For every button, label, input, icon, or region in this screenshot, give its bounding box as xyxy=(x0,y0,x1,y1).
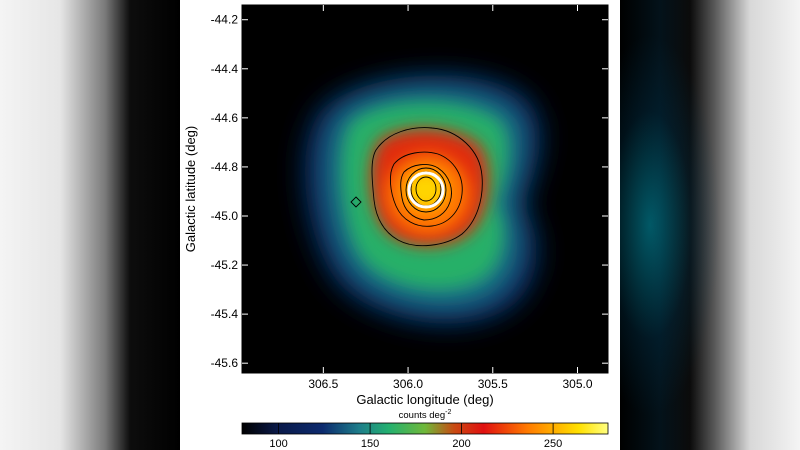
y-axis: -44.2 -44.4 -44.6 -44.8 -45.0 -45.2 -45.4 -45.6 xyxy=(211,13,608,370)
plot-frame xyxy=(241,4,609,374)
colorbar-tick-label: 250 xyxy=(544,438,562,450)
figure-panel: 306.5 306.0 305.5 305.0 -44.2 -44.4 -44.6 -44.… xyxy=(180,0,620,450)
contour-level-3 xyxy=(400,164,452,221)
y-tick-label: -44.8 xyxy=(211,160,239,174)
source-position-circle xyxy=(407,171,445,209)
contour-level-2 xyxy=(389,151,463,227)
x-tick-label: 306.5 xyxy=(308,377,338,391)
y-tick-label: -45.4 xyxy=(211,307,239,321)
heatmap-emission xyxy=(304,74,541,324)
colorbar-label-exponent: -2 xyxy=(445,409,451,416)
colorbar-tick-label: 100 xyxy=(269,438,287,450)
colorbar-label-text: counts deg xyxy=(399,410,445,421)
colorbar-label: counts deg-2 xyxy=(399,409,452,421)
y-tick-label: -44.4 xyxy=(211,62,239,76)
colorbar-tick-label: 200 xyxy=(452,438,470,450)
contour-level-4 xyxy=(405,167,447,213)
x-axis-label: Galactic longitude (deg) xyxy=(356,392,493,407)
skymap-chart: 306.5 306.0 305.5 305.0 -44.2-44.4-44.6-44.… xyxy=(183,4,609,450)
contour-level-6 xyxy=(415,176,437,202)
contour-small-diamond xyxy=(350,196,362,208)
x-tick-label: 306.0 xyxy=(393,377,423,391)
x-tick-label: 305.0 xyxy=(562,377,592,391)
right-blurred-margin xyxy=(620,0,800,450)
y-tick-label: -44.2 xyxy=(211,13,239,27)
colorbar-tick-label: 150 xyxy=(361,438,379,450)
y-tick-label: -45.2 xyxy=(211,258,239,272)
y-tick-label: -45.0 xyxy=(211,209,239,223)
x-tick-label: 305.5 xyxy=(478,377,508,391)
y-tick-label: -45.6 xyxy=(211,356,239,370)
emission-yellow-core xyxy=(406,171,446,209)
colorbar xyxy=(241,422,609,435)
colorbar-ticks: 100 150 200 250 xyxy=(269,423,562,450)
y-tick-label: -44.6 xyxy=(211,111,239,125)
y-axis-label: Galactic latitude (deg) xyxy=(183,126,198,252)
contour-level-1 xyxy=(371,127,483,247)
left-blurred-margin xyxy=(0,0,180,450)
x-axis: 306.5 306.0 305.5 305.0 xyxy=(308,5,593,391)
